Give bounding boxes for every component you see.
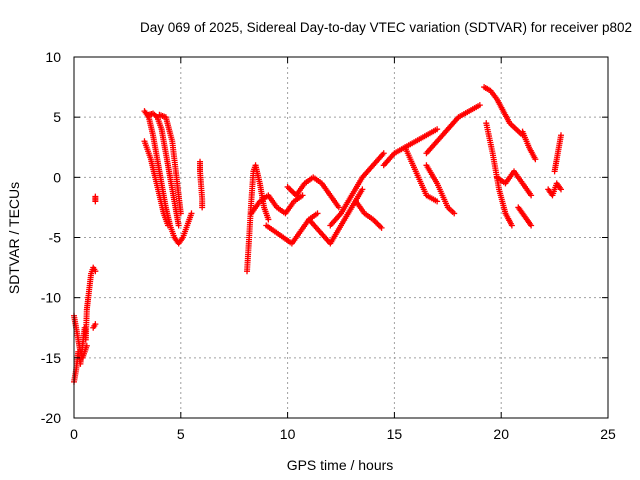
data-point: [532, 156, 539, 163]
data-point: [508, 222, 515, 229]
data-points: [71, 84, 565, 385]
series-arc: [90, 321, 99, 331]
x-axis-label: GPS time / hours: [287, 457, 394, 473]
data-point: [377, 223, 384, 230]
data-point: [374, 220, 381, 227]
data-point: [164, 222, 171, 229]
data-point: [380, 150, 387, 157]
series-arc: [545, 180, 565, 199]
series-arc: [71, 264, 99, 385]
y-tick-label: 5: [53, 109, 61, 125]
y-tick-label: -10: [41, 290, 61, 306]
data-point: [92, 268, 99, 275]
x-tick-label: 25: [600, 426, 616, 442]
series-arc: [248, 192, 306, 217]
series-arc: [284, 174, 342, 211]
y-axis-label: SDTVAR / TECUs: [6, 182, 22, 294]
series-arc: [92, 193, 99, 205]
series-arc: [263, 210, 321, 247]
data-point: [290, 189, 297, 196]
x-tick-label: 15: [387, 426, 403, 442]
series-arc: [244, 162, 272, 275]
y-tick-label: 0: [53, 169, 61, 185]
data-point: [299, 192, 306, 199]
series-arc: [352, 198, 385, 231]
series-arc: [423, 102, 483, 157]
data-point: [284, 183, 291, 190]
series-arc: [515, 204, 535, 229]
data-point: [375, 222, 382, 229]
series-arc: [145, 110, 182, 229]
data-point: [359, 186, 366, 193]
data-point: [287, 186, 294, 193]
data-point: [528, 192, 535, 199]
data-point: [286, 185, 293, 192]
series-arc: [327, 150, 387, 229]
x-tick-label: 20: [493, 426, 509, 442]
y-tick-label: -20: [41, 410, 61, 426]
data-point: [199, 204, 206, 211]
series-arc: [519, 128, 539, 163]
chart-title: Day 069 of 2025, Sidereal Day-to-day VTE…: [140, 20, 632, 35]
y-tick-label: 10: [45, 49, 61, 65]
series-arc: [156, 111, 184, 217]
series-arc: [402, 144, 441, 205]
series-arc: [551, 132, 565, 175]
data-point: [335, 204, 342, 211]
data-point: [378, 224, 385, 231]
data-point: [558, 186, 565, 193]
x-tick-label: 10: [280, 426, 296, 442]
data-point: [83, 342, 90, 349]
data-point: [558, 132, 565, 139]
series-arc: [423, 162, 458, 217]
data-point: [372, 219, 379, 226]
data-point: [92, 198, 99, 205]
series-arc: [305, 186, 366, 247]
data-point: [265, 216, 272, 223]
series-arc: [481, 84, 526, 139]
data-point: [528, 222, 535, 229]
series-arc: [71, 312, 90, 361]
data-point: [175, 222, 182, 229]
series-arc: [197, 158, 206, 211]
x-tick-label: 5: [177, 426, 185, 442]
data-point: [451, 210, 458, 217]
series-arc: [493, 168, 535, 199]
data-point: [188, 210, 195, 217]
x-tick-label: 0: [70, 426, 78, 442]
y-axis-ticks: -20 -15 -10 -5 0 5 10: [41, 49, 608, 426]
series-arc: [483, 120, 515, 229]
data-point: [177, 210, 184, 217]
data-point: [314, 210, 321, 217]
x-axis-ticks: 0 5 10 15 20 25: [70, 57, 616, 442]
y-tick-label: -5: [49, 230, 62, 246]
y-tick-label: -15: [41, 350, 61, 366]
data-point: [476, 102, 483, 109]
data-point: [288, 188, 295, 195]
grid: [74, 57, 608, 418]
data-point: [92, 321, 99, 328]
series-arc: [141, 138, 171, 229]
data-point: [434, 198, 441, 205]
data-point: [434, 126, 441, 133]
